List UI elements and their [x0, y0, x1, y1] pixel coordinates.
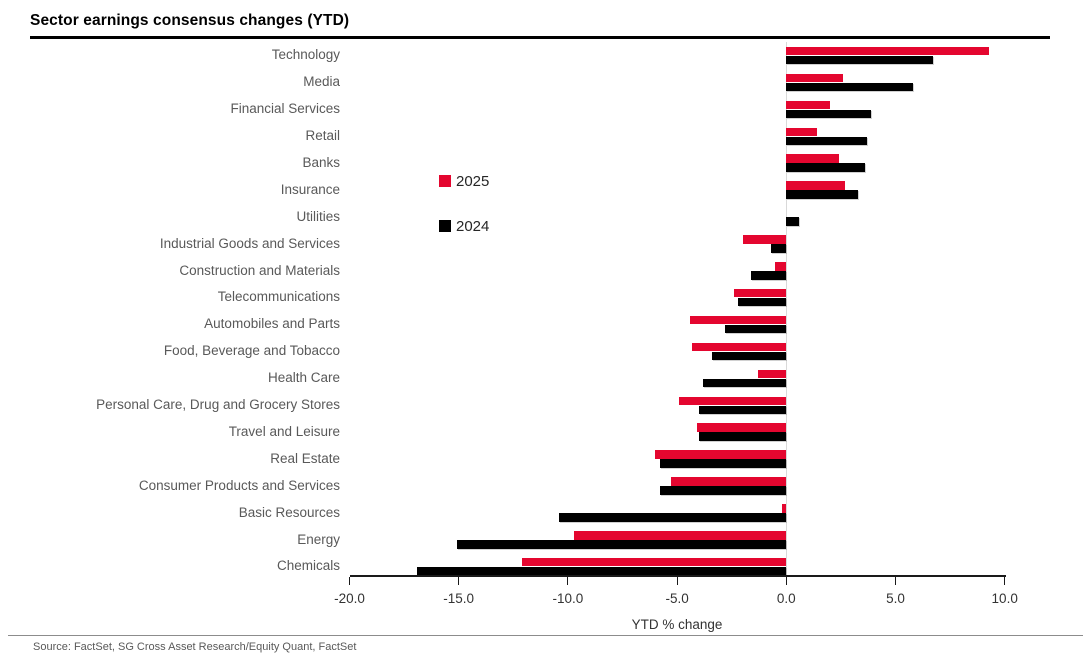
bar-2025: [742, 235, 787, 244]
bar-2025: [655, 450, 787, 459]
category-label: Telecommunications: [217, 289, 340, 305]
bar-2024: [786, 109, 872, 119]
x-tick: [458, 577, 460, 585]
category-label: Technology: [271, 47, 340, 63]
legend-item-2025: 2025: [439, 169, 489, 193]
category-label: Automobiles and Parts: [204, 316, 340, 332]
legend-swatch-2025: [439, 175, 451, 187]
bar-2025: [670, 477, 787, 486]
legend-swatch-2024: [439, 220, 451, 232]
category-label: Utilities: [296, 208, 340, 224]
x-tick: [349, 577, 350, 585]
bar-2024: [786, 82, 913, 92]
bar-2024: [698, 432, 787, 441]
category-label: Construction and Materials: [179, 262, 340, 278]
legend-item-2024: 2024: [439, 214, 489, 238]
bar-2024: [559, 513, 787, 522]
legend-label-2025: 2025: [456, 172, 490, 190]
zero-gridline: [785, 42, 787, 575]
category-label: Real Estate: [270, 450, 340, 466]
bar-2025: [690, 315, 787, 325]
footer-rule: [8, 635, 1083, 636]
x-tick: [676, 577, 678, 585]
category-label: Financial Services: [230, 101, 340, 117]
category-label: Health Care: [267, 370, 340, 386]
x-tick: [567, 577, 569, 585]
bar-2024: [786, 136, 868, 145]
category-label: Basic Resources: [238, 504, 340, 520]
bar-2024: [786, 217, 800, 226]
category-label: Energy: [297, 531, 340, 547]
bar-2025: [733, 288, 787, 298]
bar-2025: [786, 100, 830, 110]
bar-2024: [786, 163, 865, 172]
bar-2024: [786, 190, 859, 199]
legend-label-2024: 2024: [456, 217, 490, 235]
category-label: Personal Care, Drug and Grocery Stores: [96, 397, 340, 412]
category-label: Retail: [305, 128, 340, 143]
bar-2024: [698, 405, 787, 414]
bar-2024: [725, 324, 787, 334]
bar-2025: [775, 262, 787, 271]
x-tick: [1004, 577, 1006, 585]
category-label: Travel and Leisure: [228, 423, 340, 439]
category-label: Banks: [302, 154, 340, 170]
title-rule: [30, 36, 1050, 39]
chart-legend: 2025 2024: [439, 169, 489, 259]
source-note: Source: FactSet, SG Cross Asset Research…: [33, 641, 357, 653]
bar-2024: [703, 378, 787, 388]
bar-2024: [712, 351, 787, 361]
x-tick-label: -15.0: [443, 591, 475, 606]
bar-2025: [692, 342, 787, 352]
x-tick-label: 10.0: [991, 591, 1018, 606]
category-label: Insurance: [280, 181, 340, 197]
x-tick-label: -20.0: [334, 591, 365, 606]
bar-2024: [738, 297, 787, 307]
bar-2024: [751, 271, 787, 280]
category-label: Industrial Goods and Services: [159, 235, 340, 251]
bar-2025: [696, 423, 787, 432]
bar-2025: [786, 127, 817, 136]
category-label: Food, Beverage and Tobacco: [163, 343, 340, 359]
x-tick-label: -5.0: [665, 591, 689, 606]
bar-2025: [786, 46, 990, 56]
bar-2024: [786, 55, 933, 65]
bar-2024: [771, 244, 787, 253]
bar-2025: [786, 181, 846, 190]
bar-2025: [786, 154, 839, 163]
x-axis-line: [349, 575, 1006, 577]
bar-2025: [522, 557, 787, 567]
bar-2024: [417, 566, 787, 576]
x-tick-label: 0.0: [776, 591, 796, 606]
bar-2025: [679, 396, 787, 405]
x-tick-label: -10.0: [552, 591, 584, 606]
bar-2024: [659, 486, 787, 495]
category-label: Consumer Products and Services: [138, 477, 340, 493]
category-label: Media: [303, 74, 340, 90]
x-tick: [895, 577, 896, 585]
bar-2024: [456, 540, 787, 549]
x-axis-title: YTD % change: [631, 617, 723, 632]
x-tick: [785, 577, 787, 585]
category-label: Chemicals: [276, 558, 340, 574]
bar-2025: [786, 73, 844, 83]
chart-title: Sector earnings consensus changes (YTD): [30, 12, 350, 29]
bar-2025: [781, 504, 787, 513]
bar-2025: [574, 531, 787, 540]
x-tick-label: 5.0: [886, 591, 905, 606]
bar-2025: [757, 369, 787, 379]
bar-2024: [659, 459, 787, 468]
